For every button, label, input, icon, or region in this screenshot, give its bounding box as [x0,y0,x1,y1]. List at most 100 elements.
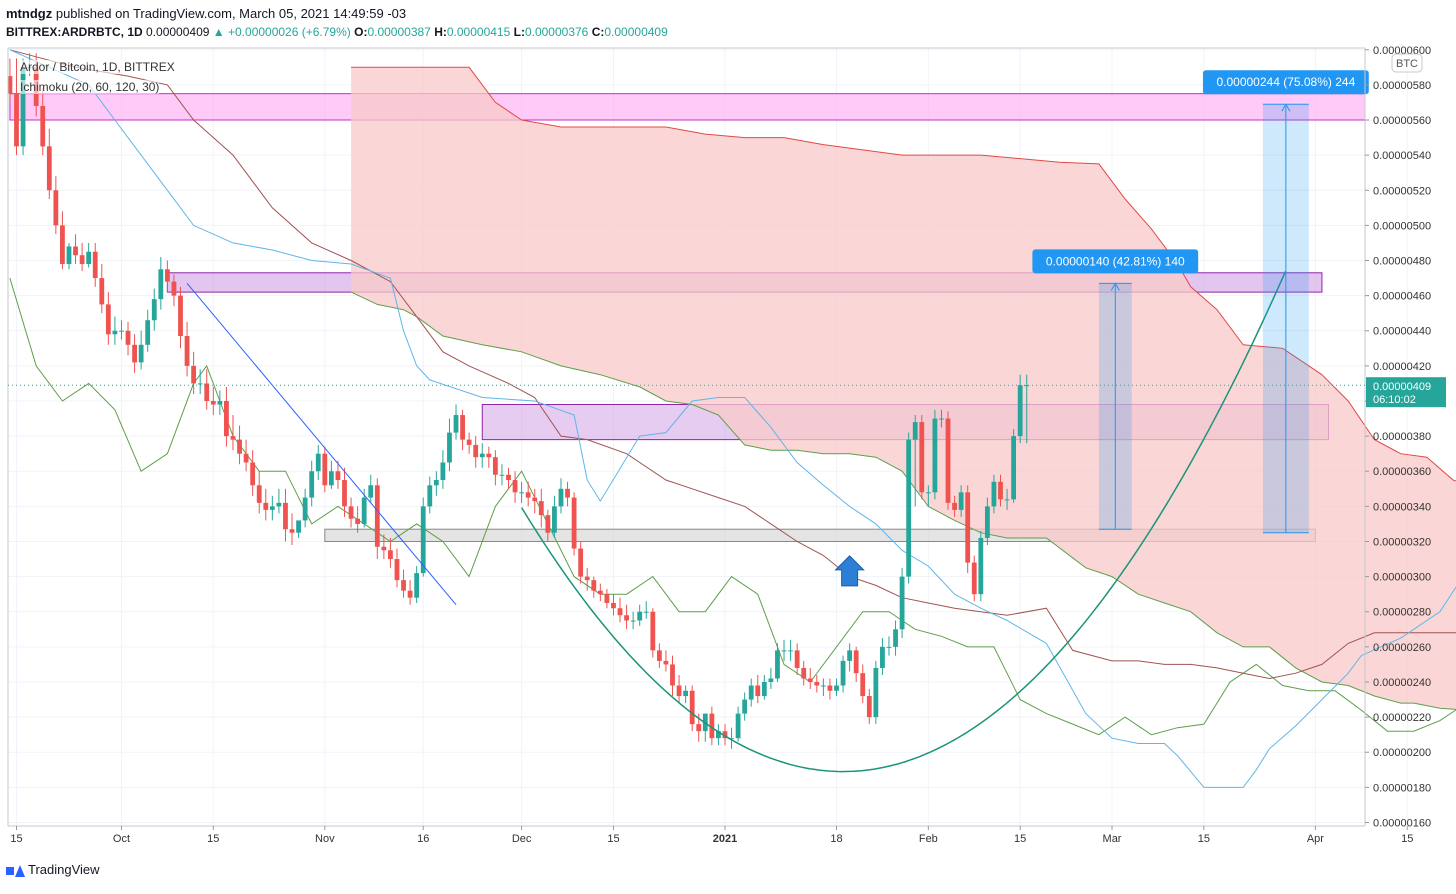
candle-body [597,590,603,595]
trendline [186,283,457,606]
candle-body [834,685,839,691]
candle-body [210,400,216,405]
candle-body [624,615,629,621]
published-text: published on TradingView.com, March 05, … [55,6,407,21]
candle-body [552,506,557,533]
candle-body [191,365,197,384]
candle-body [565,488,570,498]
candle-body [571,497,577,549]
candle-body [86,251,92,265]
candle-body [630,620,636,622]
candle-body [709,713,715,739]
candle-body [66,246,72,265]
candle-body [971,562,977,595]
candle-body [315,453,321,472]
candle-body [466,439,472,445]
candle-body [919,422,925,493]
candle-body [827,685,833,691]
y-tick-label: 0.00000520 [1373,185,1431,197]
tradingview-logo-icon [6,864,25,877]
candle-body [473,444,479,458]
candle-body [243,453,249,463]
candle-body [407,590,413,598]
candle-body [132,344,137,363]
candle-body [250,462,256,486]
candle-body [768,678,774,682]
candle-body [965,492,971,563]
candle-body [368,485,374,498]
x-tick-label: 15 [1401,833,1413,845]
candle-body [578,548,584,577]
candle-body [125,330,131,345]
candle-body [945,418,951,503]
candle-body [788,650,793,652]
candle-body [453,415,459,433]
candle-body [112,330,118,335]
y-tick-label: 0.00000320 [1373,536,1431,548]
candle-body [984,506,990,538]
candle-body [893,629,898,647]
candle-body [617,608,623,616]
candle-body [650,611,656,651]
candle-body [178,295,183,337]
candle-body [755,685,761,697]
y-tick-label: 0.00000300 [1373,572,1431,584]
low-label: L: [513,25,525,39]
candle-body [906,439,912,577]
candle-body [637,611,643,621]
candle-body [53,190,59,226]
price-change: +0.00000026 (+6.79%) [228,25,351,39]
publisher-name[interactable]: mtndgz [6,6,53,21]
axes: 0.000006000.000005800.000005600.00000540… [7,45,1446,845]
close-value: 0.00000409 [604,25,668,39]
candle-body [486,453,492,458]
candle-body [932,418,938,493]
candle-body [217,400,223,405]
candle-body [296,520,301,533]
symbol-name[interactable]: BITTREX:ARDRBTC, 1D [6,25,143,39]
candle-body [545,515,551,533]
candle-body [460,415,465,440]
x-tick-label: 15 [607,833,619,845]
candle-body [204,383,210,401]
candle-body [729,738,734,740]
candle-body [656,650,662,661]
candle-body [683,690,689,697]
x-tick-label: 2021 [713,833,737,845]
arrow-up-icon [834,555,865,587]
current-price-label: 0.00000409 [1373,381,1431,393]
y-tick-label: 0.00000420 [1373,361,1431,373]
candle-body [519,492,525,494]
indicator-legend[interactable]: Ichimoku (20, 60, 120, 30) [20,80,160,94]
leading-span-b [351,66,1456,482]
candle-body [1024,385,1030,387]
low-value: 0.00000376 [524,25,589,39]
measure-label-box [1202,70,1369,95]
x-tick-label: Nov [315,833,335,845]
x-tick-label: 16 [417,833,429,845]
candle-body [807,678,813,682]
footer-brand[interactable]: TradingView [6,862,100,877]
x-tick-label: 15 [1198,833,1210,845]
y-tick-label: 0.00000560 [1373,115,1431,127]
candle-body [676,685,682,697]
x-tick-label: Oct [113,833,130,845]
candle-body [538,501,544,516]
candle-body [506,474,511,481]
y-tick-label: 0.00000240 [1373,677,1431,689]
candle-body [427,485,433,507]
ichimoku-lines [9,49,1456,788]
brand-name: TradingView [28,862,100,877]
candle-body [171,281,177,296]
high-value: 0.00000415 [446,25,511,39]
candle-body [512,480,518,493]
measure-label: 0.00000140 (42.81%) 140 [1046,254,1185,268]
candle-body [433,480,439,486]
candle-body [716,731,721,739]
candle-body [440,462,446,481]
y-tick-label: 0.00000220 [1373,712,1431,724]
candle-body [1011,436,1017,500]
series-legend[interactable]: Ardor / Bitcoin, 1D, BITTREX [20,60,175,74]
candle-body [696,724,702,732]
